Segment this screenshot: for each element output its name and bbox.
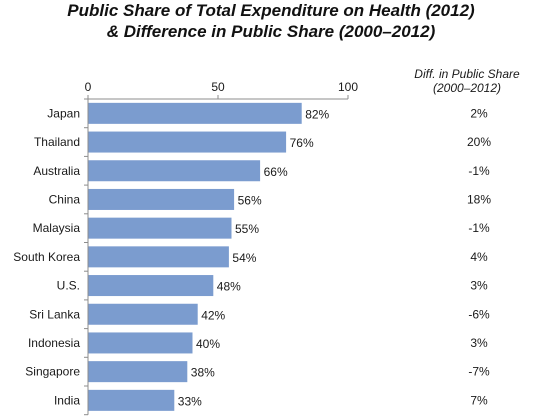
bar <box>88 160 261 182</box>
category-label: Malaysia <box>33 221 81 235</box>
chart-subtitle: & Difference in Public Share (2000–2012) <box>106 22 436 41</box>
bar-value-label: 76% <box>290 136 314 150</box>
category-label: Sri Lanka <box>29 307 80 321</box>
category-label: Indonesia <box>28 336 80 350</box>
diff-value: -7% <box>468 365 490 379</box>
bar <box>88 389 175 411</box>
bar-value-label: 38% <box>191 366 215 380</box>
diff-column-header-period: (2000–2012) <box>432 81 502 95</box>
bar <box>88 102 302 124</box>
diff-value: 20% <box>467 135 491 149</box>
diff-value: 2% <box>470 106 488 120</box>
diff-value: -6% <box>468 307 490 321</box>
bar-value-label: 82% <box>305 107 329 121</box>
diff-column-header: Diff. in Public Share <box>414 67 520 81</box>
bar-value-label: 42% <box>201 308 225 322</box>
bar-value-label: 66% <box>264 165 288 179</box>
x-tick-label: 50 <box>211 80 225 94</box>
x-tick-label: 100 <box>338 80 358 94</box>
diff-value: -1% <box>468 221 490 235</box>
diff-value: 3% <box>470 336 488 350</box>
bar <box>88 217 232 239</box>
bar-value-label: 33% <box>178 394 202 408</box>
category-label: Singapore <box>25 365 80 379</box>
bar <box>88 246 229 268</box>
diff-value: -1% <box>468 164 490 178</box>
diff-value: 7% <box>470 393 488 407</box>
diff-value: 3% <box>470 279 488 293</box>
bar <box>88 188 235 210</box>
bar-value-label: 48% <box>217 280 241 294</box>
bar-value-label: 55% <box>235 222 259 236</box>
category-label: South Korea <box>13 250 80 264</box>
bar-value-label: 56% <box>238 193 262 207</box>
category-label: Thailand <box>34 135 80 149</box>
bar <box>88 131 287 153</box>
category-label: Australia <box>33 164 80 178</box>
x-tick-label: 0 <box>85 80 92 94</box>
diff-value: 4% <box>470 250 488 264</box>
category-label: Japan <box>47 106 80 120</box>
bar-value-label: 40% <box>196 337 220 351</box>
bar <box>88 332 193 354</box>
category-label: China <box>49 192 81 206</box>
category-label: U.S. <box>57 279 80 293</box>
bar-value-label: 54% <box>232 251 256 265</box>
bar <box>88 275 214 297</box>
bar <box>88 361 188 383</box>
diff-value: 18% <box>467 192 491 206</box>
chart-title: Public Share of Total Expenditure on Hea… <box>67 1 475 20</box>
category-label: India <box>54 393 80 407</box>
bar <box>88 303 198 325</box>
